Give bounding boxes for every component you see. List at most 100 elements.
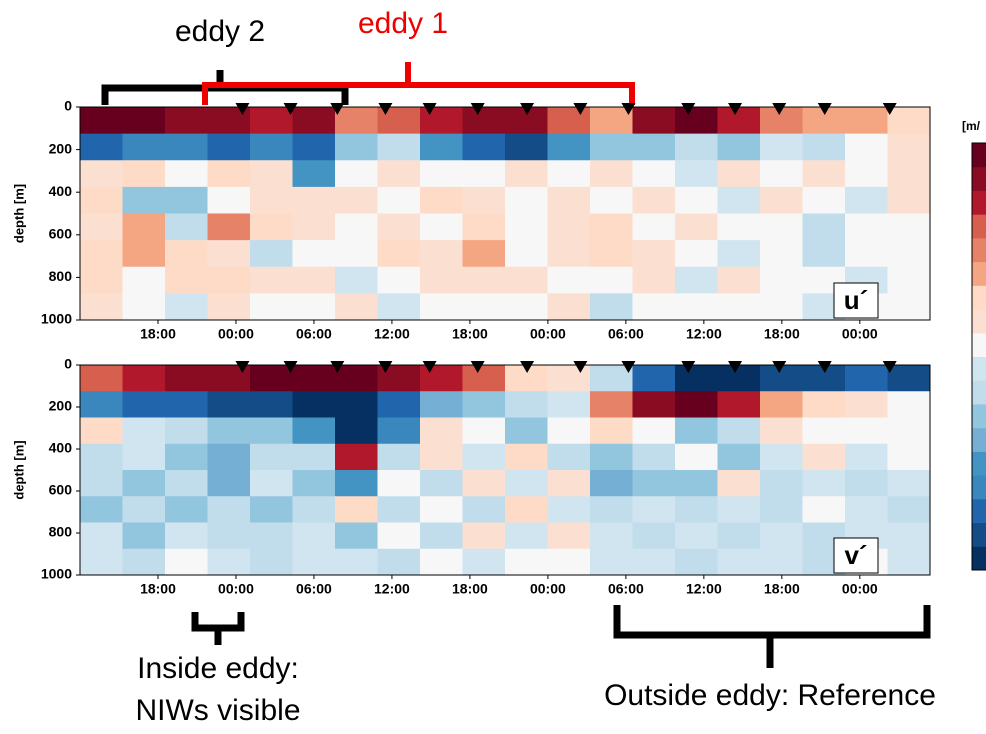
heat-cell — [420, 266, 463, 294]
heat-cell — [207, 160, 251, 188]
x-tick-label: 00:00 — [218, 326, 254, 342]
heat-cell — [165, 293, 208, 321]
heat-cell — [547, 417, 591, 445]
y-tick-label: 800 — [49, 268, 73, 284]
y-axis-label: depth [m] — [11, 440, 26, 499]
profile-marker — [378, 361, 393, 373]
heat-cell — [590, 417, 633, 445]
plot-frame — [79, 106, 931, 321]
heat-cell — [632, 365, 676, 392]
heat-cell — [887, 186, 931, 214]
heat-cell — [80, 213, 123, 241]
heat-cell — [505, 293, 548, 321]
heat-cell — [462, 470, 506, 497]
heat-cell — [717, 470, 761, 497]
x-tick-label: 12:00 — [374, 326, 410, 342]
heat-cell — [250, 443, 293, 471]
heat-cell — [845, 186, 888, 214]
heat-cell — [675, 107, 718, 135]
heat-cell — [122, 266, 166, 294]
x-tick-label: 18:00 — [452, 581, 488, 597]
heat-cell — [462, 417, 506, 445]
profile-marker — [422, 361, 437, 373]
colorbar-frame — [971, 142, 986, 571]
heat-cell — [505, 240, 548, 268]
heat-cell — [165, 496, 208, 523]
heat-cell — [760, 240, 803, 268]
heat-cell — [547, 107, 591, 135]
colorbar-step — [972, 261, 986, 286]
heat-cell — [632, 160, 676, 188]
colorbar-step — [972, 380, 986, 405]
profile-marker — [728, 361, 743, 373]
heat-cell — [420, 160, 463, 188]
heat-cell — [250, 107, 293, 135]
eddy1-brace — [202, 62, 635, 105]
heat-cell — [377, 160, 421, 188]
colorbar-label: [m/ — [962, 119, 981, 133]
colorbar-step — [972, 522, 986, 547]
heat-cell — [420, 470, 463, 497]
heat-cell — [887, 496, 931, 523]
heat-cell — [845, 133, 888, 161]
heat-cell — [505, 443, 548, 471]
heat-cell — [547, 213, 591, 241]
heat-cell — [207, 240, 251, 268]
heat-cell — [717, 522, 761, 550]
profile-marker — [621, 103, 636, 115]
profile-marker — [470, 103, 485, 115]
heat-cell — [250, 213, 293, 241]
heat-cell — [760, 417, 803, 445]
profile-marker — [283, 103, 298, 115]
heat-cell — [207, 522, 251, 550]
x-tick-label: 12:00 — [686, 326, 722, 342]
heat-cell — [547, 391, 591, 418]
panel-label-box — [833, 282, 879, 319]
heat-cell — [547, 160, 591, 188]
profile-marker — [772, 103, 787, 115]
heat-cell — [802, 186, 846, 214]
x-tick-label: 00:00 — [218, 581, 254, 597]
x-tick-label: 00:00 — [842, 326, 878, 342]
heat-cell — [887, 417, 931, 445]
heat-cell — [250, 186, 293, 214]
colorbar-step — [972, 143, 986, 168]
heat-cell — [207, 443, 251, 471]
heat-cell — [80, 417, 123, 445]
heat-cell — [335, 417, 378, 445]
heat-cell — [122, 391, 166, 418]
outside-label: Outside eddy: Reference — [604, 679, 936, 712]
heat-cell — [250, 496, 293, 523]
heat-cell — [887, 522, 931, 550]
heat-cell — [165, 548, 208, 576]
colorbar-step — [972, 309, 986, 334]
heat-cell — [675, 496, 718, 523]
colorbar-step — [972, 166, 986, 191]
heat-cell — [760, 391, 803, 418]
heat-cell — [420, 365, 463, 392]
heat-cell — [547, 548, 591, 576]
colorbar-step — [972, 475, 986, 500]
heat-cell — [335, 365, 378, 392]
heat-cell — [632, 266, 676, 294]
colorbar-step — [972, 214, 986, 239]
x-tick-label: 06:00 — [608, 581, 644, 597]
panel-label: u´ — [844, 285, 869, 315]
profile-marker — [681, 103, 696, 115]
heat-cell — [675, 213, 718, 241]
heat-cell — [80, 443, 123, 471]
profile-marker — [573, 103, 588, 115]
heat-cell — [462, 496, 506, 523]
heat-cell — [377, 417, 421, 445]
heat-cell — [802, 213, 846, 241]
heat-cell — [377, 496, 421, 523]
colorbar-step — [972, 498, 986, 524]
heat-cell — [292, 522, 336, 550]
heat-cell — [717, 266, 761, 294]
profile-marker — [330, 103, 345, 115]
heat-cell — [632, 470, 676, 497]
heat-cell — [165, 470, 208, 497]
heat-cell — [165, 522, 208, 550]
heat-cell — [887, 391, 931, 418]
heat-cell — [845, 160, 888, 188]
